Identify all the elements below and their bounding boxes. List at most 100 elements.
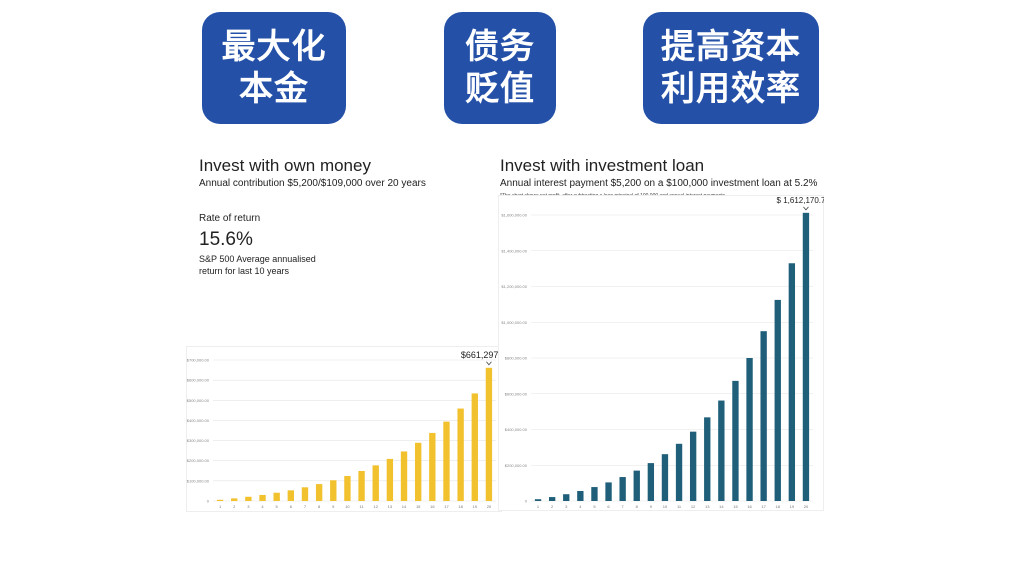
y-tick-label: $1,000,000.00: [501, 320, 527, 325]
y-tick-label: $1,600,000.00: [501, 213, 527, 218]
bar: [231, 498, 238, 501]
bar: [245, 496, 252, 501]
bar: [301, 487, 309, 501]
x-tick-label: 5: [276, 504, 279, 509]
x-tick-label: 17: [761, 504, 766, 509]
x-tick-label: 12: [691, 504, 696, 509]
bar: [315, 484, 323, 501]
bar: [619, 477, 626, 501]
x-tick-label: 10: [663, 504, 668, 509]
x-tick-label: 14: [402, 504, 407, 509]
bar: [548, 497, 556, 501]
bar: [661, 454, 669, 501]
badge-line: 债务: [465, 27, 535, 67]
bar: [534, 499, 542, 501]
x-tick-label: 12: [373, 504, 378, 509]
y-tick-label: 0: [525, 499, 528, 504]
x-tick-label: 15: [733, 504, 738, 509]
rate-note-line: S&P 500 Average annualised: [199, 254, 316, 264]
badge-maximize-principal: 最大化 本金: [202, 12, 346, 124]
chevron-down-icon: [486, 361, 492, 366]
bar: [605, 482, 612, 501]
chevron-down-icon: [803, 206, 809, 211]
chart-frame: [186, 346, 502, 512]
bar: [577, 490, 584, 501]
x-tick-label: 6: [290, 504, 293, 509]
x-tick-label: 7: [622, 504, 625, 509]
y-tick-label: $1,200,000.00: [501, 284, 527, 289]
x-tick-label: 18: [776, 504, 781, 509]
x-tick-label: 15: [416, 504, 421, 509]
chart-frame: [498, 195, 824, 511]
y-tick-label: $600,000.00: [505, 391, 528, 396]
x-tick-label: 2: [551, 504, 554, 509]
max-value-annotation: $ 1,612,170.77: [777, 196, 824, 205]
badge-line: 最大化: [221, 27, 327, 67]
x-tick-label: 16: [430, 504, 435, 509]
max-value-annotation: $661,297.80: [461, 350, 502, 360]
x-tick-label: 9: [650, 504, 653, 509]
y-tick-label: $100,000.00: [187, 478, 210, 483]
bar: [689, 431, 697, 501]
bar: [400, 451, 408, 501]
rate-label: Rate of return: [199, 213, 261, 224]
bar: [358, 470, 365, 501]
bar: [774, 299, 781, 501]
badge-line: 贬值: [465, 69, 535, 109]
bar: [675, 443, 683, 501]
y-tick-label: $600,000.00: [187, 378, 210, 383]
y-tick-label: $800,000.00: [505, 356, 528, 361]
x-tick-label: 13: [705, 504, 710, 509]
left-title: Invest with own money: [199, 156, 371, 175]
badge-debt-depreciation: 债务 贬值: [444, 12, 556, 124]
rate-note: S&P 500 Average annualised return for la…: [199, 253, 316, 277]
bar: [259, 494, 266, 501]
x-tick-label: 17: [444, 504, 449, 509]
bar: [788, 263, 796, 501]
x-tick-label: 8: [636, 504, 639, 509]
bar: [633, 470, 640, 501]
y-tick-label: $300,000.00: [187, 438, 210, 443]
bar: [372, 465, 379, 501]
x-tick-label: 10: [345, 504, 350, 509]
x-tick-label: 9: [332, 504, 335, 509]
x-tick-label: 11: [677, 504, 682, 509]
x-tick-label: 5: [593, 504, 596, 509]
x-tick-label: 6: [607, 504, 610, 509]
investment-loan-chart: 0 $200,000.00 $400,000.00 $600,000.00 $800,0…: [498, 195, 824, 511]
bar: [760, 331, 767, 501]
x-tick-label: 20: [487, 504, 492, 509]
bar: [746, 358, 753, 501]
bar: [273, 492, 280, 501]
bar: [386, 458, 394, 501]
badge-line: 本金: [239, 69, 309, 109]
bar: [563, 494, 570, 501]
x-tick-label: 13: [388, 504, 393, 509]
bar: [330, 480, 337, 501]
x-tick-label: 20: [804, 504, 809, 509]
y-tick-label: $200,000.00: [187, 458, 210, 463]
x-tick-label: 19: [473, 504, 478, 509]
y-tick-label: $700,000.00: [187, 358, 210, 363]
x-tick-label: 1: [537, 504, 540, 509]
x-tick-label: 1: [219, 504, 222, 509]
y-tick-label: $200,000.00: [505, 463, 528, 468]
bar: [485, 367, 493, 501]
bar: [471, 393, 478, 501]
right-title: Invest with investment loan: [500, 156, 705, 175]
bar: [704, 417, 711, 501]
x-tick-label: 2: [233, 504, 236, 509]
bar: [732, 380, 739, 501]
bar: [718, 400, 725, 501]
x-tick-label: 19: [790, 504, 795, 509]
rate-value: 15.6%: [199, 229, 253, 250]
rate-note-line: return for last 10 years: [199, 266, 290, 276]
x-tick-label: 4: [261, 504, 264, 509]
bar: [802, 212, 810, 502]
left-subtitle: Annual contribution $5,200/$109,000 over…: [199, 178, 426, 189]
y-tick-label: $400,000.00: [505, 427, 528, 432]
x-tick-label: 8: [318, 504, 321, 509]
y-tick-label: $500,000.00: [187, 398, 210, 403]
x-tick-label: 3: [247, 504, 250, 509]
right-subtitle: Annual interest payment $5,200 on a $100…: [500, 178, 818, 189]
